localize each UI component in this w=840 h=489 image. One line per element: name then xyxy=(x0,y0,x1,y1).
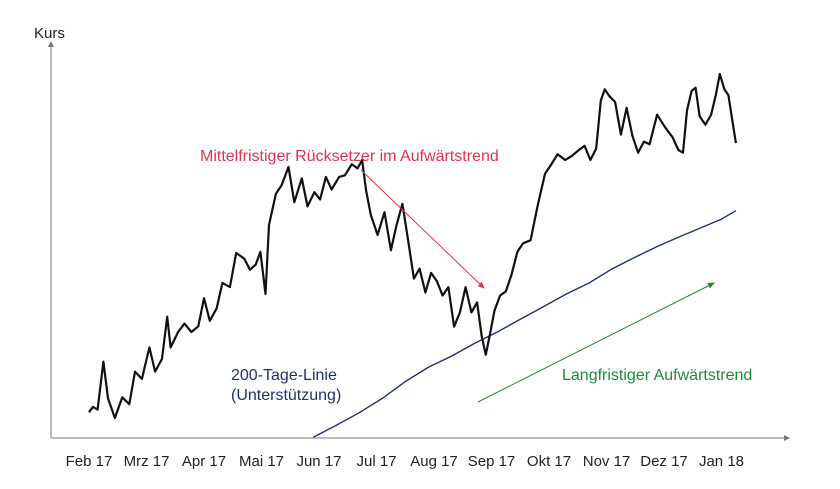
x-tick-label: Sep 17 xyxy=(468,453,516,470)
annotation-longtrend: Langfristiger Aufwärtstrend xyxy=(562,367,752,384)
series-line-price xyxy=(88,72,737,420)
longtrend-arrow xyxy=(477,282,715,403)
x-tick-label: Jan 18 xyxy=(699,453,744,470)
x-axis-arrow-icon xyxy=(784,435,790,441)
x-tick-label: Aug 17 xyxy=(410,453,458,470)
y-axis-arrow-icon xyxy=(48,41,54,47)
x-tick-label: Jul 17 xyxy=(356,453,396,470)
x-tick-label: Nov 17 xyxy=(583,453,631,470)
x-tick-label: Dez 17 xyxy=(640,453,688,470)
y-axis-label: Kurs xyxy=(34,25,65,42)
x-tick-label: Jun 17 xyxy=(296,453,341,470)
x-tick-label: Feb 17 xyxy=(66,453,113,470)
x-tick-label: Mai 17 xyxy=(239,453,284,470)
x-tick-labels: Feb 17 Mrz 17 Apr 17 Mai 17 Jun 17 Jul 17 Aug … xyxy=(66,453,744,470)
correction-arrow xyxy=(360,169,485,289)
annotation-unterstuetzung: (Unterstützung) xyxy=(231,387,341,404)
annotation-correction: Mittelfristiger Rücksetzer im Aufwärtstr… xyxy=(200,148,499,165)
x-tick-label: Apr 17 xyxy=(182,453,226,470)
series-line-200-tage-linie xyxy=(312,210,737,438)
x-tick-label: Okt 17 xyxy=(527,453,571,470)
annotation-200-tage-linie: 200-Tage-Linie xyxy=(231,367,337,384)
x-tick-label: Mrz 17 xyxy=(124,453,170,470)
